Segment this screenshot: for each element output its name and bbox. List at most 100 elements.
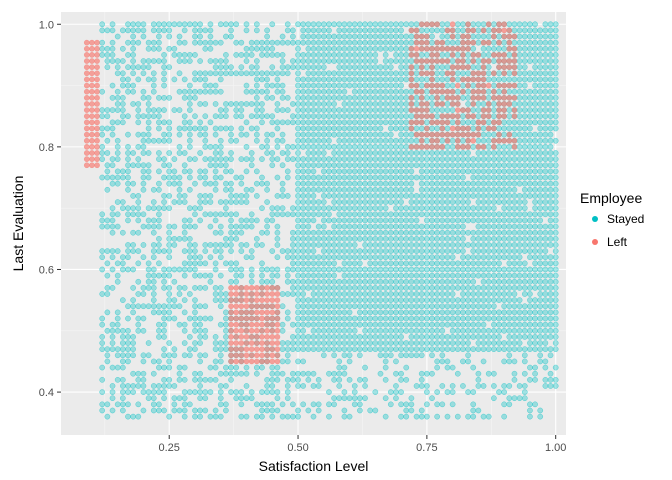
data-point-stayed	[114, 137, 121, 144]
data-point-stayed	[393, 229, 399, 236]
data-point-left	[228, 303, 234, 310]
data-point-stayed	[408, 395, 415, 402]
data-point-stayed	[228, 180, 234, 187]
data-point-stayed	[496, 297, 502, 303]
data-point-stayed	[326, 156, 332, 162]
data-point-stayed	[346, 131, 353, 138]
data-point-stayed	[135, 101, 142, 107]
data-point-stayed	[403, 327, 410, 334]
data-point-stayed	[320, 260, 327, 267]
data-point-stayed	[274, 364, 281, 371]
data-point-stayed	[424, 291, 430, 297]
data-point-stayed	[269, 21, 276, 28]
data-point-stayed	[537, 309, 544, 316]
data-point-stayed	[387, 229, 394, 236]
data-point-stayed	[186, 52, 193, 58]
data-point-left	[238, 297, 245, 303]
data-point-stayed	[444, 309, 451, 316]
data-point-stayed	[408, 291, 415, 297]
data-point-stayed	[207, 272, 214, 279]
data-point-stayed	[434, 211, 441, 218]
data-point-stayed	[527, 278, 533, 285]
data-point-left	[408, 107, 415, 113]
data-point-stayed	[279, 39, 286, 46]
data-point-left	[94, 39, 100, 46]
data-point-stayed	[119, 376, 126, 383]
data-point-stayed	[320, 327, 327, 334]
data-point-stayed	[223, 242, 229, 248]
data-point-stayed	[475, 193, 482, 199]
data-point-stayed	[197, 39, 203, 46]
data-point-stayed	[393, 321, 399, 328]
data-point-stayed	[516, 297, 523, 303]
data-point-left	[253, 334, 260, 340]
data-point-stayed	[99, 334, 106, 340]
data-point-stayed	[176, 235, 183, 242]
data-point-stayed	[496, 285, 502, 291]
data-point-stayed	[192, 39, 198, 46]
data-point-stayed	[305, 211, 312, 218]
data-point-stayed	[310, 260, 317, 267]
data-point-stayed	[305, 39, 312, 46]
data-point-stayed	[228, 223, 234, 230]
data-point-stayed	[279, 291, 286, 297]
data-point-stayed	[223, 370, 229, 377]
data-point-left	[475, 131, 482, 138]
data-point-left	[465, 39, 471, 46]
data-point-stayed	[552, 297, 559, 303]
data-point-left	[408, 82, 415, 89]
data-point-stayed	[310, 217, 317, 224]
data-point-stayed	[454, 370, 461, 377]
data-point-stayed	[516, 309, 523, 316]
data-point-stayed	[295, 107, 301, 113]
data-point-stayed	[485, 327, 492, 334]
data-point-stayed	[552, 340, 559, 346]
data-point-stayed	[305, 242, 312, 248]
data-point-stayed	[511, 193, 518, 199]
data-point-stayed	[156, 235, 162, 242]
data-point-stayed	[140, 94, 147, 101]
data-point-stayed	[470, 315, 477, 322]
data-point-stayed	[269, 413, 276, 420]
data-point-stayed	[372, 248, 379, 254]
data-point-stayed	[109, 254, 116, 261]
data-point-stayed	[393, 101, 399, 107]
data-point-stayed	[537, 315, 544, 322]
data-point-stayed	[310, 125, 317, 132]
data-point-stayed	[300, 156, 307, 162]
data-point-stayed	[119, 334, 126, 340]
data-point-stayed	[552, 235, 559, 242]
data-point-stayed	[506, 401, 513, 408]
data-point-stayed	[125, 248, 131, 254]
data-point-stayed	[161, 94, 167, 101]
data-point-stayed	[357, 266, 363, 273]
legend: Employee Stayed Left	[580, 190, 644, 249]
data-point-stayed	[269, 272, 276, 279]
data-point-stayed	[145, 272, 152, 279]
data-point-stayed	[243, 254, 250, 261]
data-point-stayed	[119, 113, 126, 120]
data-point-stayed	[449, 235, 456, 242]
data-point-stayed	[300, 285, 307, 291]
data-point-stayed	[418, 260, 425, 267]
data-point-stayed	[439, 193, 446, 199]
data-point-stayed	[454, 315, 461, 322]
data-point-stayed	[186, 266, 193, 273]
data-point-left	[83, 150, 90, 156]
data-point-stayed	[161, 76, 167, 83]
data-point-stayed	[506, 321, 513, 328]
data-point-stayed	[537, 101, 544, 107]
data-point-stayed	[418, 235, 425, 242]
data-point-stayed	[259, 119, 265, 126]
data-point-stayed	[315, 266, 322, 273]
data-point-stayed	[135, 303, 142, 310]
data-point-stayed	[480, 205, 487, 212]
data-point-stayed	[346, 340, 353, 346]
data-point-stayed	[362, 94, 368, 101]
data-point-stayed	[253, 137, 260, 144]
data-point-stayed	[310, 101, 317, 107]
data-point-stayed	[516, 199, 523, 205]
data-point-stayed	[274, 88, 281, 95]
data-point-stayed	[521, 144, 528, 150]
data-point-stayed	[300, 278, 307, 285]
